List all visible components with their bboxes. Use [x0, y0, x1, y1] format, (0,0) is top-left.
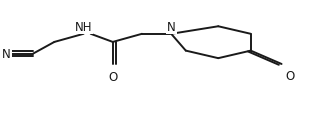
Text: O: O	[108, 71, 117, 84]
Text: O: O	[285, 69, 295, 82]
Text: N: N	[2, 48, 10, 60]
Text: NH: NH	[75, 21, 92, 34]
Text: N: N	[167, 21, 176, 34]
